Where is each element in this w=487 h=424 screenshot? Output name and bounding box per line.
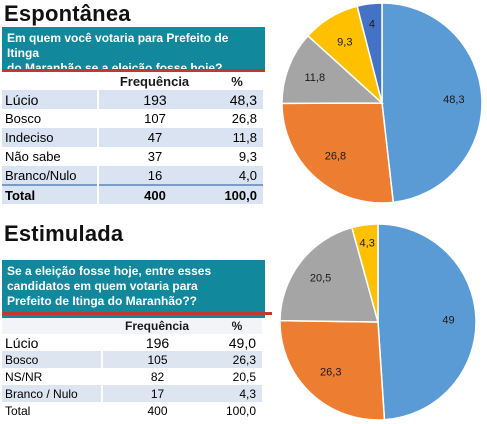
row-percent: 9,3: [211, 147, 263, 166]
question-line: Em quem você votaria para Prefeito de It…: [7, 31, 261, 61]
pie-slice-label: 26,3: [320, 367, 341, 379]
row-label: Branco/Nulo: [2, 166, 98, 185]
row-frequency: 82: [102, 368, 212, 385]
row-frequency: 193: [98, 90, 211, 109]
row-percent: 48,3: [211, 90, 263, 109]
pie-slice-label: 4,3: [360, 237, 375, 249]
pie-slice-label: 11,8: [304, 72, 325, 84]
column-header: %: [212, 318, 262, 334]
row-percent: 20,5: [212, 368, 262, 385]
row-label: Lúcio: [2, 90, 98, 109]
column-header: Frequência: [98, 72, 211, 90]
table-row: Branco / Nulo 17 4,3: [2, 385, 262, 402]
total-frequency: 400: [102, 402, 212, 419]
pie-slice-label: 20,5: [310, 273, 331, 285]
total-percent: 100,0: [212, 402, 262, 419]
column-header: Frequência: [102, 318, 212, 334]
column-header: %: [211, 72, 263, 90]
question-box: Em quem você votaria para Prefeito de It…: [2, 27, 265, 69]
row-frequency: 105: [102, 351, 212, 368]
row-label: Bosco: [2, 109, 98, 128]
frequency-table: Frequência % Lúcio 193 48,3 Bosco 107 26…: [2, 72, 263, 204]
row-frequency: 16: [98, 166, 211, 185]
pie-chart-espontanea: 48,3 26,8 11,8 9,3 4: [275, 0, 487, 212]
panel-estimulada: Estimulada Se a eleição fosse hoje, entr…: [0, 212, 487, 424]
row-label: Indeciso: [2, 128, 98, 147]
row-percent: 11,8: [211, 128, 263, 147]
pie-slice-label: 26,8: [325, 150, 346, 162]
row-frequency: 107: [98, 109, 211, 128]
table-row: NS/NR 82 20,5: [2, 368, 262, 385]
pie-slice-label: 48,3: [443, 94, 464, 106]
total-percent: 100,0: [211, 185, 263, 204]
row-label: Não sabe: [2, 147, 98, 166]
total-label: Total: [2, 185, 98, 204]
table-header-row: Frequência %: [2, 318, 262, 334]
panel-heading: Espontânea: [4, 1, 131, 27]
row-frequency: 37: [98, 147, 211, 166]
table-row: Bosco 105 26,3: [2, 351, 262, 368]
question-line: Se a eleição fosse hoje, entre esses: [7, 264, 261, 279]
row-frequency: 196: [102, 334, 212, 351]
frequency-table: Frequência % Lúcio 196 49,0 Bosco 105 26…: [2, 318, 263, 419]
table-row: Bosco 107 26,8: [2, 109, 263, 128]
column-header: [2, 72, 98, 90]
pie-chart-estimulada: 49 26,3 20,5 4,3: [268, 212, 487, 424]
row-percent: 4,0: [211, 166, 263, 185]
question-line: Prefeito de Itinga do Maranhão??: [7, 294, 261, 309]
row-percent: 26,3: [212, 351, 262, 368]
table-total-row: Total 400 100,0: [2, 402, 262, 419]
divider: [2, 312, 272, 315]
table-row: Lúcio 193 48,3: [2, 90, 263, 109]
table-row: Indeciso 47 11,8: [2, 128, 263, 147]
table-header-row: Frequência %: [2, 72, 263, 90]
row-label: Lúcio: [2, 334, 102, 351]
panel-espontanea: Espontânea Em quem você votaria para Pre…: [0, 0, 487, 212]
row-percent: 26,8: [211, 109, 263, 128]
row-label: Branco / Nulo: [2, 385, 102, 402]
pie-slice-label: 9,3: [337, 36, 352, 48]
table-row: Não sabe 37 9,3: [2, 147, 263, 166]
column-header: [2, 318, 102, 334]
pie-slice: [378, 224, 476, 420]
row-frequency: 47: [98, 128, 211, 147]
row-label: NS/NR: [2, 368, 102, 385]
table-row: Branco/Nulo 16 4,0: [2, 166, 263, 185]
question-box: Se a eleição fosse hoje, entre esses can…: [2, 260, 265, 318]
pie-slice: [382, 3, 482, 202]
row-label: Bosco: [2, 351, 102, 368]
table-row: Lúcio 196 49,0: [2, 334, 262, 351]
pie-slice-label: 49: [442, 315, 454, 327]
row-percent: 4,3: [212, 385, 262, 402]
total-frequency: 400: [98, 185, 211, 204]
question-line: candidatos em quem votaria para: [7, 279, 261, 294]
total-label: Total: [2, 402, 102, 419]
row-frequency: 17: [102, 385, 212, 402]
panel-heading: Estimulada: [4, 221, 123, 247]
pie-slice-label: 4: [369, 19, 375, 31]
row-percent: 49,0: [212, 334, 262, 351]
table-total-row: Total 400 100,0: [2, 185, 263, 204]
